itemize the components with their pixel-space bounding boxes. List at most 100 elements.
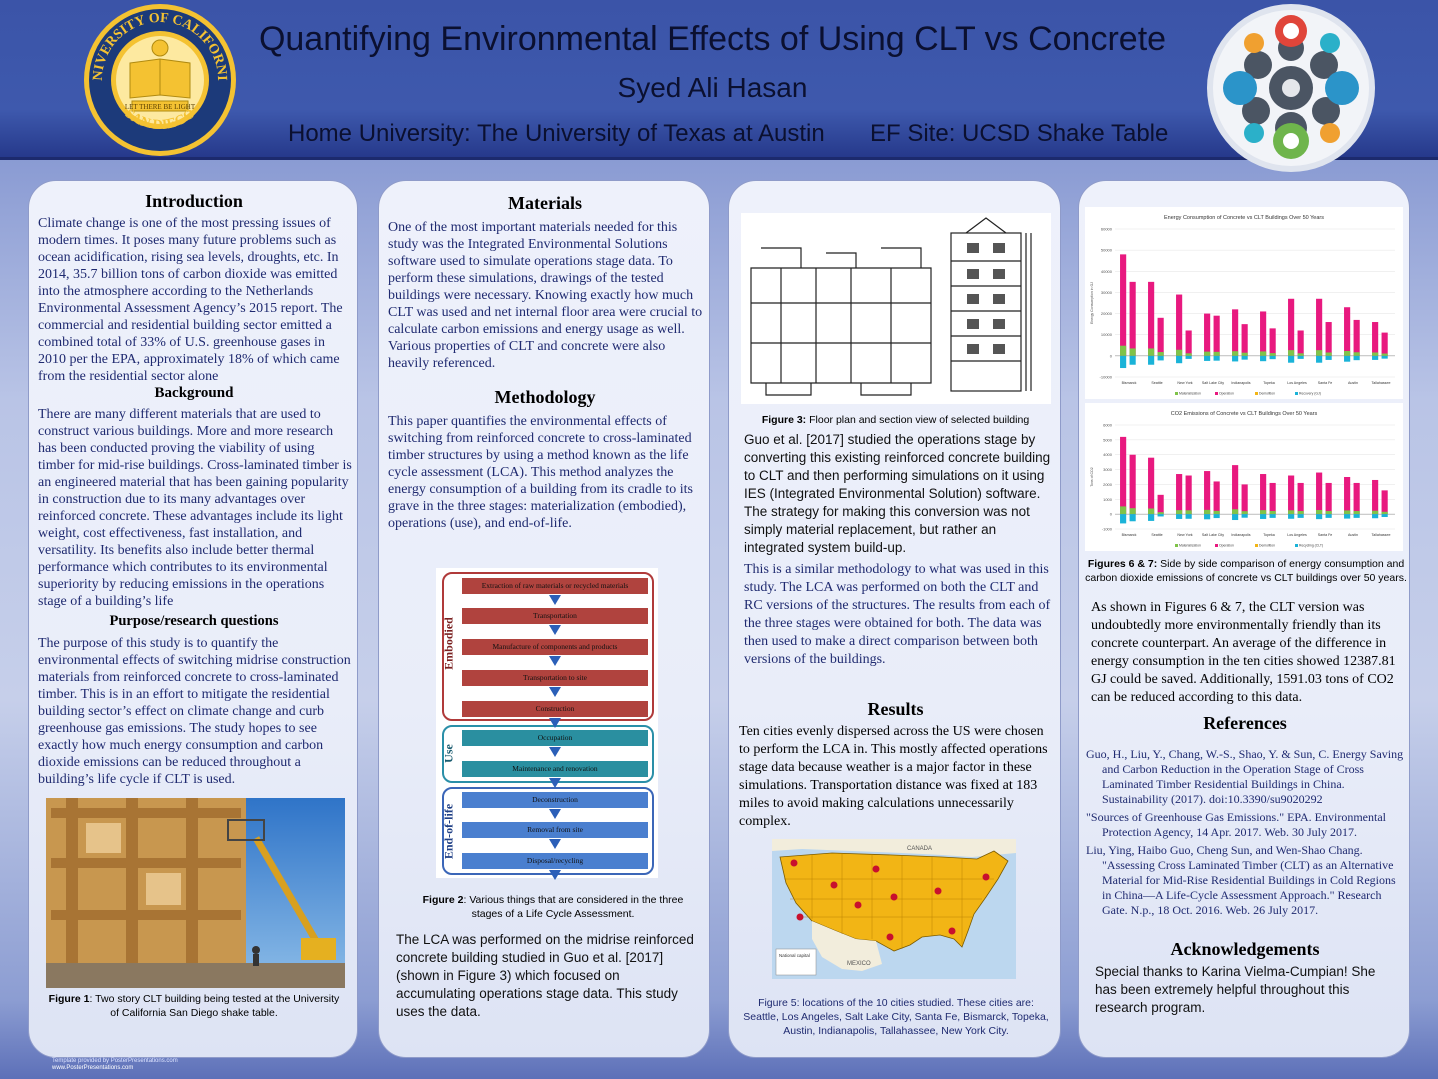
- poster-author: Syed Ali Hasan: [617, 72, 808, 103]
- lca-step: Transportation: [462, 608, 648, 624]
- bar-recovery: [1232, 514, 1239, 521]
- y-tick-label: 50000: [1101, 248, 1113, 253]
- bar-operation: [1232, 465, 1239, 515]
- x-tick-label: Salt Lake City: [1202, 381, 1224, 385]
- x-tick-label: Topeka: [1263, 533, 1275, 537]
- legend-label: Operation: [1219, 544, 1234, 548]
- purpose-heading: Purpose/research questions: [109, 613, 279, 629]
- bar-operation: [1288, 298, 1295, 356]
- column-results: Figure 3: Floor plan and section view of…: [728, 180, 1061, 1058]
- bar-operation: [1260, 311, 1267, 356]
- bar-materialization: [1269, 511, 1276, 515]
- bar-operation: [1204, 471, 1211, 515]
- bar-recovery: [1325, 514, 1332, 518]
- bar-operation: [1148, 281, 1155, 356]
- template-site-link[interactable]: www.PosterPresentations.com: [52, 1065, 134, 1071]
- poster-title: Quantifying Environmental Effects of Usi…: [258, 20, 1167, 58]
- bar-operation: [1269, 328, 1276, 356]
- lca-step: Maintenance and renovation: [462, 761, 648, 777]
- y-tick-label: 0: [1110, 353, 1113, 358]
- y-tick-label: 2000: [1103, 482, 1113, 487]
- bar-recovery: [1232, 355, 1239, 362]
- guo-operations-text: Guo et al. [2017] studied the operations…: [744, 432, 1051, 555]
- bar-recovery: [1204, 514, 1211, 520]
- x-tick-label: Austin: [1348, 381, 1358, 385]
- bar-recovery: [1297, 355, 1304, 359]
- bar-materialization: [1148, 348, 1155, 356]
- bar-materialization: [1185, 353, 1192, 356]
- bar-operation: [1288, 475, 1295, 515]
- map-legend: National capital: [779, 953, 810, 958]
- bar-operation: [1344, 477, 1351, 515]
- y-tick-label: 40000: [1101, 269, 1113, 274]
- chart-background: [1085, 207, 1403, 399]
- lca-diagram: Embodied Use End-of-life Extraction of r…: [436, 568, 658, 880]
- lca-step: Transportation to site: [462, 670, 648, 686]
- bar-operation: [1372, 479, 1379, 515]
- bar-recovery: [1129, 514, 1136, 522]
- bar-materialization: [1325, 352, 1332, 356]
- bar-materialization: [1148, 508, 1155, 515]
- legend-swatch: [1255, 392, 1258, 395]
- y-tick-label: 6000: [1103, 423, 1113, 428]
- legend-swatch: [1255, 544, 1258, 547]
- bar-materialization: [1297, 511, 1304, 515]
- legend-swatch: [1295, 544, 1298, 547]
- bar-operation: [1176, 294, 1183, 356]
- methodology-heading: Methodology: [494, 387, 596, 407]
- introduction-text: Climate change is one of the most pressi…: [38, 216, 343, 384]
- bar-recovery: [1176, 355, 1183, 364]
- bar-materialization: [1129, 348, 1136, 356]
- x-tick-label: Bismarck: [1122, 381, 1137, 385]
- bar-operation: [1269, 482, 1276, 515]
- bar-operation: [1213, 315, 1220, 356]
- map-label-canada: CANADA: [907, 846, 932, 852]
- y-tick-label: 5000: [1103, 437, 1113, 442]
- bar-operation: [1381, 332, 1388, 356]
- bar-recovery: [1353, 355, 1360, 361]
- legend-label: Demolition: [1259, 392, 1275, 396]
- bar-materialization: [1232, 509, 1239, 515]
- lca-step: Construction: [462, 701, 648, 717]
- chart-title: Energy Consumption of Concrete vs CLT Bu…: [1164, 215, 1324, 221]
- lca-step: Occupation: [462, 730, 648, 746]
- bar-materialization: [1213, 351, 1220, 356]
- y-tick-label: 1000: [1103, 497, 1113, 502]
- bar-operation: [1185, 330, 1192, 356]
- bar-materialization: [1241, 511, 1248, 515]
- reference-3: Liu, Ying, Haibo Guo, Cheng Sun, and Wen…: [1086, 843, 1396, 917]
- lca-performed-text: The LCA was performed on the midrise rei…: [396, 932, 694, 1019]
- bar-materialization: [1344, 510, 1351, 515]
- bar-materialization: [1241, 352, 1248, 356]
- bar-materialization: [1269, 353, 1276, 356]
- legend-swatch: [1215, 544, 1218, 547]
- bar-materialization: [1288, 350, 1295, 356]
- bar-materialization: [1381, 353, 1388, 356]
- bar-operation: [1297, 330, 1304, 356]
- end-of-life-label: End-of-life: [441, 803, 456, 860]
- bar-operation: [1176, 474, 1183, 515]
- legend-label: Recovery (GJ): [1299, 392, 1321, 396]
- y-tick-label: 3000: [1103, 467, 1113, 472]
- bar-recovery: [1297, 514, 1304, 518]
- floor-plan-drawing: [741, 213, 1051, 404]
- bar-operation: [1381, 490, 1388, 515]
- clt-building-photo: [46, 798, 345, 988]
- materials-heading: Materials: [508, 193, 582, 213]
- use-label: Use: [441, 744, 456, 763]
- bar-operation: [1241, 484, 1248, 515]
- ucsd-seal-logo: UNIVERSITY OF CALIFORNIA SAN DIEGO LET T…: [80, 3, 236, 156]
- column-conclusion: Energy Consumption of Concrete vs CLT Bu…: [1078, 180, 1410, 1058]
- bar-materialization: [1185, 510, 1192, 515]
- us-cities-map: CANADA MEXICO National capital: [772, 839, 1016, 979]
- chart-title: CO2 Emissions of Concrete vs CLT Buildin…: [1171, 411, 1318, 417]
- home-university: Home University: The University of Texas…: [288, 120, 825, 147]
- legend-label: Recycling (CLT): [1299, 544, 1323, 548]
- bar-materialization: [1232, 351, 1239, 356]
- lca-step: Disposal/recycling: [462, 853, 648, 869]
- seal-motto: LET THERE BE LIGHT: [125, 103, 196, 111]
- figure-1-caption: Figure 1: Two story CLT building being t…: [48, 993, 340, 1019]
- embodied-group: [442, 572, 654, 721]
- bar-recovery: [1157, 355, 1164, 361]
- lca-step: Removal from site: [462, 822, 648, 838]
